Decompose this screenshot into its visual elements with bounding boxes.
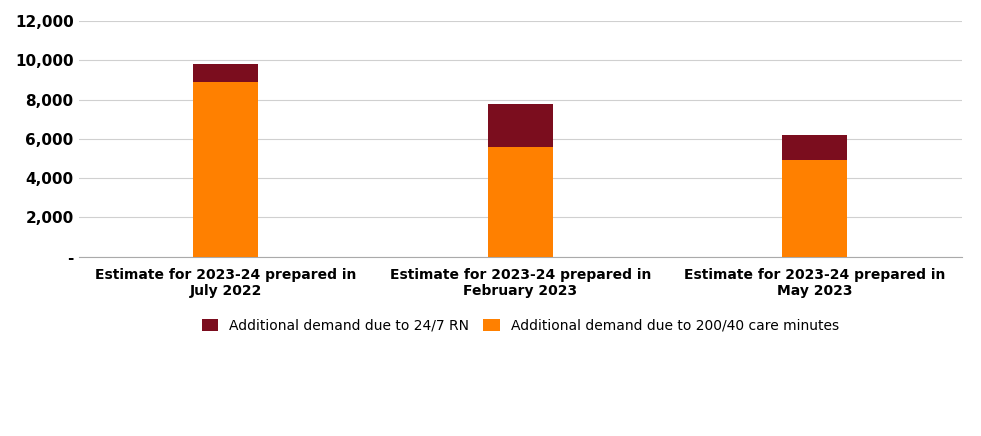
Legend: Additional demand due to 24/7 RN, Additional demand due to 200/40 care minutes: Additional demand due to 24/7 RN, Additi… — [194, 312, 846, 339]
Bar — [193, 82, 258, 257]
Bar — [488, 147, 552, 257]
Bar — [488, 104, 552, 147]
Bar — [783, 160, 848, 257]
Bar — [783, 135, 848, 160]
Bar — [193, 64, 258, 82]
